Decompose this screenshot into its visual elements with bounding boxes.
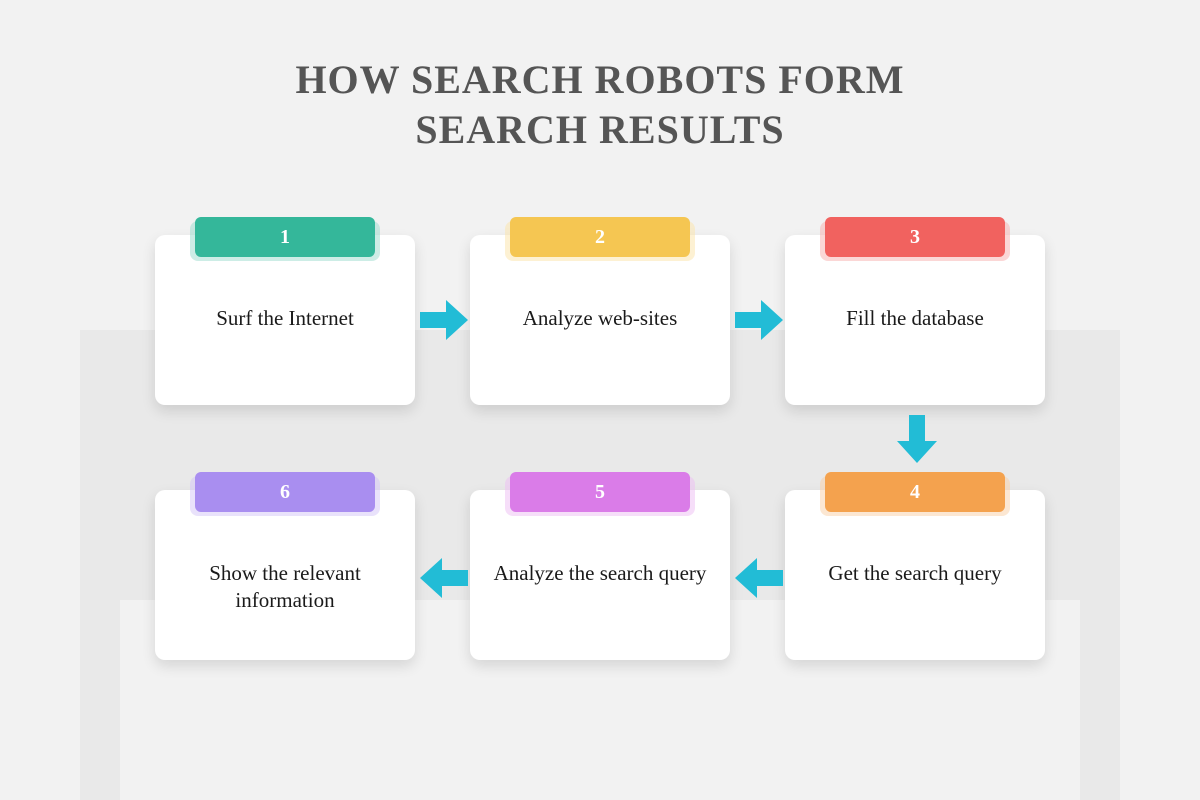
step-label-2: Analyze web-sites (488, 305, 712, 332)
step-label-1: Surf the Internet (173, 305, 397, 332)
step-label-4: Get the search query (803, 560, 1027, 587)
step-badge-3: 3 (825, 217, 1005, 257)
arrow-1-to-2 (420, 300, 468, 340)
arrow-3-to-4 (897, 415, 937, 463)
step-label-3: Fill the database (803, 305, 1027, 332)
step-badge-6: 6 (195, 472, 375, 512)
step-label-6: Show the relevant information (173, 560, 397, 615)
step-card-5: 5Analyze the search query (470, 490, 730, 660)
step-card-6: 6Show the relevant information (155, 490, 415, 660)
step-badge-4: 4 (825, 472, 1005, 512)
arrow-5-to-6 (420, 558, 468, 598)
arrow-4-to-5 (735, 558, 783, 598)
step-label-5: Analyze the search query (488, 560, 712, 587)
step-card-2: 2Analyze web-sites (470, 235, 730, 405)
step-card-3: 3Fill the database (785, 235, 1045, 405)
page-title: HOW SEARCH ROBOTS FORMSEARCH RESULTS (0, 55, 1200, 155)
step-badge-1: 1 (195, 217, 375, 257)
step-badge-2: 2 (510, 217, 690, 257)
step-badge-5: 5 (510, 472, 690, 512)
arrow-2-to-3 (735, 300, 783, 340)
step-card-4: 4Get the search query (785, 490, 1045, 660)
step-card-1: 1Surf the Internet (155, 235, 415, 405)
